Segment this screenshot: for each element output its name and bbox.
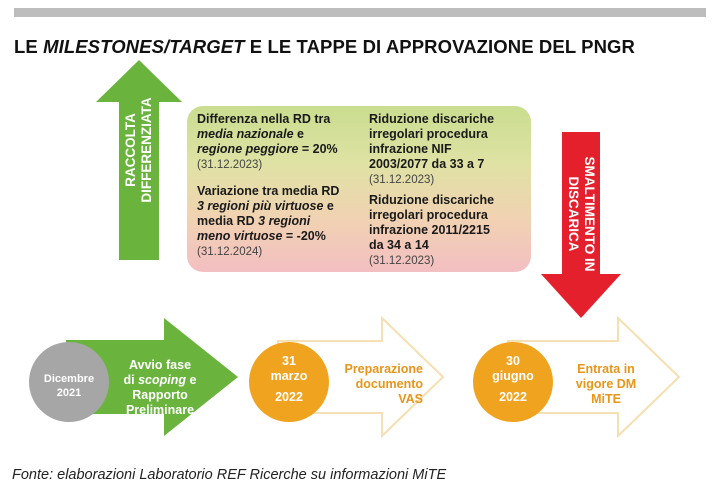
targets-panel bbox=[187, 106, 531, 272]
arrow-down-smaltimento-discarica bbox=[541, 132, 621, 318]
top-rule bbox=[14, 8, 706, 17]
step3-date-circle bbox=[473, 342, 553, 422]
target-rd-difference: Differenza nella RD tra media nazionale … bbox=[197, 112, 338, 171]
step2-date-text: 31 marzo 2022 bbox=[270, 354, 308, 404]
arrow-down-label: SMALTIMENTO IN DISCARICA bbox=[566, 156, 597, 272]
step3-date-text: 30 giugno 2022 bbox=[492, 354, 534, 404]
step2-date-circle bbox=[249, 342, 329, 422]
page-title: LE MILESTONES/TARGET E LE TAPPE DI APPRO… bbox=[14, 36, 635, 57]
step3-label: Entrata in vigore DM MiTE bbox=[575, 362, 637, 406]
source-footnote: Fonte: elaborazioni Laboratorio REF Rice… bbox=[12, 467, 447, 483]
step1-arrow bbox=[66, 318, 238, 436]
target-landfill-2011: Riduzione discariche irregolari procedur… bbox=[369, 193, 495, 267]
step1-date-text: Dicembre 2021 bbox=[43, 373, 95, 399]
step2-label: Preparazione documento VAS bbox=[344, 362, 423, 406]
arrow-up-raccolta-differenziata bbox=[96, 60, 182, 260]
arrow-up-label: RACCOLTA DIFFERENZIATA bbox=[123, 97, 154, 203]
step1-label: Avvio fase di scoping e Rapporto Prelimi… bbox=[123, 358, 197, 417]
step1-date-circle bbox=[29, 342, 109, 422]
target-landfill-nif: Riduzione discariche irregolari procedur… bbox=[369, 112, 495, 186]
target-rd-variation: Variazione tra media RD 3 regioni più vi… bbox=[197, 184, 340, 258]
